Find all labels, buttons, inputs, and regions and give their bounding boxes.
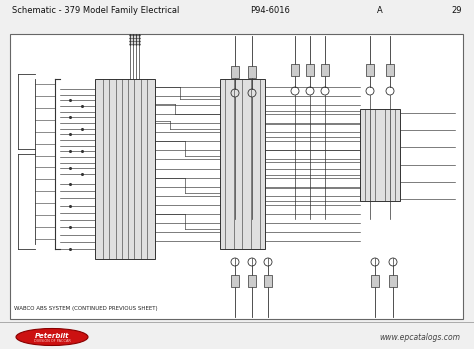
Bar (264, 275, 272, 287)
Text: www.epcatalogs.com: www.epcatalogs.com (379, 333, 460, 342)
Bar (248, 66, 256, 78)
Bar (220, 79, 265, 249)
Bar (10, 34, 463, 319)
Bar (95, 79, 155, 259)
Bar (321, 64, 329, 76)
Text: DIVISION OF PACCAR: DIVISION OF PACCAR (34, 339, 71, 342)
Bar (389, 275, 397, 287)
Bar (291, 64, 299, 76)
Text: Peterbilt: Peterbilt (35, 333, 69, 339)
Text: P94-6016: P94-6016 (250, 6, 290, 15)
Text: Schematic - 379 Model Family Electrical: Schematic - 379 Model Family Electrical (12, 6, 179, 15)
Bar (231, 275, 239, 287)
Text: A: A (377, 6, 383, 15)
Bar (248, 275, 256, 287)
Text: 29: 29 (452, 6, 462, 15)
Bar (231, 66, 239, 78)
Bar (366, 64, 374, 76)
Text: WABCO ABS SYSTEM (CONTINUED PREVIOUS SHEET): WABCO ABS SYSTEM (CONTINUED PREVIOUS SHE… (14, 306, 158, 311)
Bar (386, 64, 394, 76)
Ellipse shape (16, 328, 88, 346)
Bar (360, 109, 400, 201)
Bar (371, 275, 379, 287)
Bar (306, 64, 314, 76)
